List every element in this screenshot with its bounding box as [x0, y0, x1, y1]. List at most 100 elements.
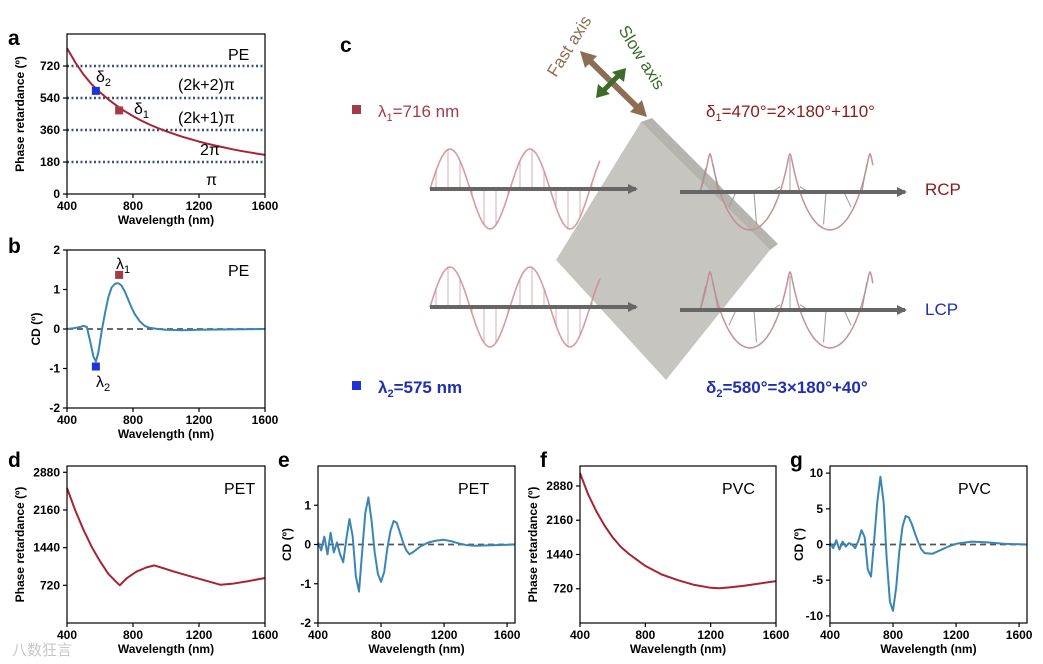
series-line-f [579, 472, 777, 590]
xtick-label-d-1600: 1600 [252, 628, 279, 642]
schematic: Fast axis Slow axis λ1=716 nm λ2=575 nm … [352, 12, 961, 400]
panel-d-material: PET [224, 481, 255, 498]
ytick-label-a-540: 540 [40, 91, 60, 105]
series-line-e [317, 496, 516, 593]
zone-2pi: 2π [200, 142, 220, 159]
series-line-d [66, 487, 266, 587]
ytick-label-b--1: -1 [49, 362, 60, 376]
xtick-label-e-800: 800 [371, 628, 391, 642]
xtick-label-e-1600: 1600 [494, 628, 521, 642]
chart-g: 400 800 1200 1600 -10 -5 0 5 10 Wavelength (nm) CD… [792, 465, 1033, 656]
panel-label-b: b [8, 235, 21, 258]
axes-frame-g [829, 465, 1028, 624]
ylabel-e: CD (º) [280, 528, 294, 561]
xlabel-f: Wavelength (nm) [630, 642, 726, 656]
helix-bottom-red-vec-736 [728, 309, 737, 326]
helix-top-red-vec-700 [699, 167, 707, 193]
panel-e-material: PET [458, 481, 489, 498]
panel-label-d: d [8, 449, 21, 472]
ytick-label-b--2: -2 [49, 401, 60, 415]
ytick-label-g--5: -5 [812, 573, 823, 587]
chart-b: 400 800 1200 1600 -2 -1 0 1 2 Wavelength (nm) CD (… [29, 243, 279, 441]
chart-f: 400 800 1200 1600 720 1440 2160 2880 Wavelength … [526, 465, 790, 656]
slow-axis-head2 [596, 84, 610, 98]
zone-2k1: (2k+1)π [178, 110, 235, 127]
ytick-label-e-1: 1 [304, 498, 311, 512]
axes-frame-f [579, 465, 777, 624]
waveplate-edge [641, 118, 778, 250]
slow-axis-label: Slow axis [615, 22, 669, 93]
slow-axis-head1 [612, 68, 626, 82]
fast-axis-label: Fast axis [543, 12, 595, 80]
ytick-label-a-180: 180 [40, 155, 60, 169]
lambda1-label: λ1 [116, 256, 130, 276]
xlabel-g: Wavelength (nm) [880, 642, 976, 656]
xtick-label-e-1200: 1200 [431, 628, 458, 642]
wave-group [429, 148, 874, 349]
xtick-label-f-800: 800 [635, 628, 655, 642]
xtick-label-a-1600: 1600 [252, 199, 279, 213]
xlabel-d: Wavelength (nm) [118, 642, 214, 656]
delta2-label: δ2 [96, 69, 111, 89]
ytick-label-a-360: 360 [40, 123, 60, 137]
panel-label-f: f [540, 449, 548, 472]
helix-top-red-vec-826 [823, 191, 827, 225]
zone-2k2: (2k+2)π [178, 77, 235, 94]
marker-a-1 [115, 106, 124, 115]
marker-b-1 [91, 362, 100, 371]
panel-label-a: a [8, 27, 20, 50]
ytick-label-a-720: 720 [40, 59, 60, 73]
ytick-label-g-5: 5 [816, 502, 823, 516]
ytick-label-b-1: 1 [53, 283, 60, 297]
ytick-label-e--1: -1 [300, 577, 311, 591]
ytick-label-d-2880: 2880 [33, 465, 60, 479]
watermark: 八数狂言 [12, 642, 72, 659]
ytick-label-f-1440: 1440 [546, 547, 573, 561]
xtick-label-d-400: 400 [57, 628, 77, 642]
waveplate [556, 122, 770, 380]
ytick-label-a-0: 0 [53, 187, 60, 201]
ytick-label-g-0: 0 [816, 538, 823, 552]
chart-e: 400 800 1200 1600 -2 -1 0 1 Wavelength (nm) CD (º… [280, 465, 521, 656]
series-line-g [829, 475, 1028, 612]
panel-label-c: c [340, 34, 352, 57]
marker-b-0 [115, 270, 124, 279]
ytick-label-d-720: 720 [40, 578, 60, 592]
ytick-label-g--10: -10 [806, 609, 824, 623]
xtick-label-f-1600: 1600 [763, 628, 790, 642]
zone-pi: π [206, 172, 217, 189]
chart-a: 400 800 1200 1600 0 180 360 540 720 Wavelength (n… [13, 33, 279, 227]
xtick-label-a-400: 400 [57, 199, 77, 213]
ylabel-b: CD (º) [29, 312, 43, 345]
xtick-label-f-1200: 1200 [697, 628, 724, 642]
xtick-label-f-400: 400 [570, 628, 590, 642]
helix-top-red-vec-844 [843, 191, 852, 208]
xlabel-a: Wavelength (nm) [118, 213, 214, 227]
lambda2-marker [352, 381, 361, 390]
series-line-b [66, 282, 266, 363]
marker-a-0 [91, 86, 100, 95]
helix-bottom-red-vec-826 [823, 309, 827, 343]
axes-frame-d [66, 465, 266, 624]
ytick-label-d-1440: 1440 [33, 541, 60, 555]
delta2-text: δ2=580°=3×180°+40° [706, 378, 868, 400]
panel-a-material: PE [228, 47, 249, 64]
helix-top-red-vec-718 [712, 164, 719, 193]
xlabel-b: Wavelength (nm) [118, 427, 214, 441]
ytick-label-f-2160: 2160 [546, 513, 573, 527]
fast-axis-head1 [580, 51, 597, 68]
xlabel-e: Wavelength (nm) [368, 642, 464, 656]
wave-top-in [429, 148, 601, 230]
ylabel-a: Phase retardance (º) [13, 56, 27, 172]
wave-bottom-in [429, 266, 601, 348]
delta1-text: δ1=470°=2×180°+110° [706, 102, 875, 124]
xtick-label-b-1600: 1600 [252, 413, 279, 427]
xtick-label-g-1600: 1600 [1006, 628, 1033, 642]
chart-d: 400 800 1200 1600 720 1440 2160 2880 Wavelength … [13, 465, 279, 656]
xtick-label-d-1200: 1200 [186, 628, 213, 642]
panel-label-g: g [790, 449, 803, 472]
helix-bottom-red-vec-844 [843, 309, 852, 326]
helix-bottom-red-vec-700 [699, 285, 707, 311]
xtick-label-b-1200: 1200 [186, 413, 213, 427]
